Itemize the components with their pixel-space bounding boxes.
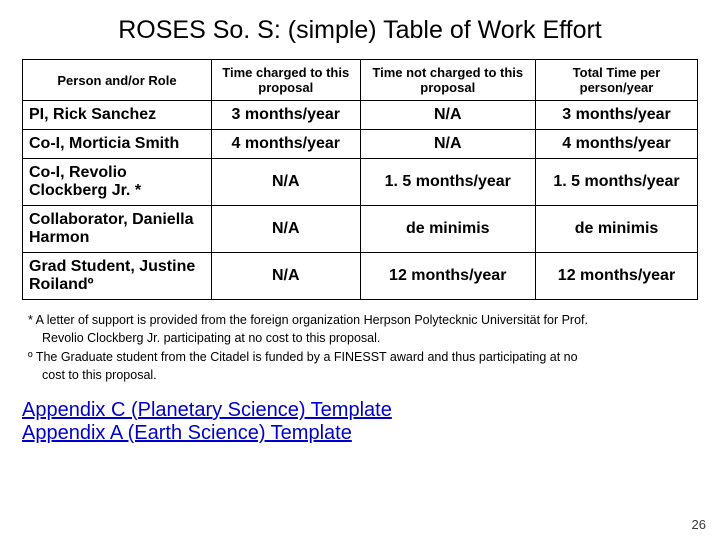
cell-role: Collaborator, Daniella Harmon [23,206,212,253]
cell-charged: N/A [212,206,361,253]
page-number: 26 [692,517,706,532]
cell-charged: 3 months/year [212,101,361,130]
table-row: Grad Student, Justine Roilandº N/A 12 mo… [23,253,698,300]
cell-not-charged: 12 months/year [360,253,536,300]
cell-total: 1. 5 months/year [536,159,698,206]
cell-not-charged: N/A [360,101,536,130]
cell-total: de minimis [536,206,698,253]
table-header-row: Person and/or Role Time charged to this … [23,60,698,101]
col-header-charged: Time charged to this proposal [212,60,361,101]
work-effort-table: Person and/or Role Time charged to this … [22,59,698,300]
footnote-line: Revolio Clockberg Jr. participating at n… [28,330,692,346]
cell-total: 12 months/year [536,253,698,300]
slide-title: ROSES So. S: (simple) Table of Work Effo… [22,16,698,45]
cell-role: Co-I, Revolio Clockberg Jr. * [23,159,212,206]
table-row: Co-I, Revolio Clockberg Jr. * N/A 1. 5 m… [23,159,698,206]
col-header-role: Person and/or Role [23,60,212,101]
footnotes: * A letter of support is provided from t… [28,312,692,383]
table-row: Co-I, Morticia Smith 4 months/year N/A 4… [23,130,698,159]
appendix-a-link[interactable]: Appendix A (Earth Science) Template [22,422,352,445]
cell-charged: N/A [212,159,361,206]
appendix-c-link[interactable]: Appendix C (Planetary Science) Template [22,399,392,422]
cell-total: 3 months/year [536,101,698,130]
template-links: Appendix C (Planetary Science) Template … [22,399,698,445]
cell-total: 4 months/year [536,130,698,159]
table-row: PI, Rick Sanchez 3 months/year N/A 3 mon… [23,101,698,130]
col-header-total: Total Time per person/year [536,60,698,101]
table-row: Collaborator, Daniella Harmon N/A de min… [23,206,698,253]
footnote-line: cost to this proposal. [28,367,692,383]
footnote-line: * A letter of support is provided from t… [28,312,692,328]
cell-charged: N/A [212,253,361,300]
cell-role: Co-I, Morticia Smith [23,130,212,159]
cell-not-charged: N/A [360,130,536,159]
cell-role: Grad Student, Justine Roilandº [23,253,212,300]
cell-not-charged: de minimis [360,206,536,253]
cell-not-charged: 1. 5 months/year [360,159,536,206]
cell-role: PI, Rick Sanchez [23,101,212,130]
footnote-line: º The Graduate student from the Citadel … [28,349,692,365]
col-header-not-charged: Time not charged to this proposal [360,60,536,101]
cell-charged: 4 months/year [212,130,361,159]
slide: ROSES So. S: (simple) Table of Work Effo… [0,0,720,540]
